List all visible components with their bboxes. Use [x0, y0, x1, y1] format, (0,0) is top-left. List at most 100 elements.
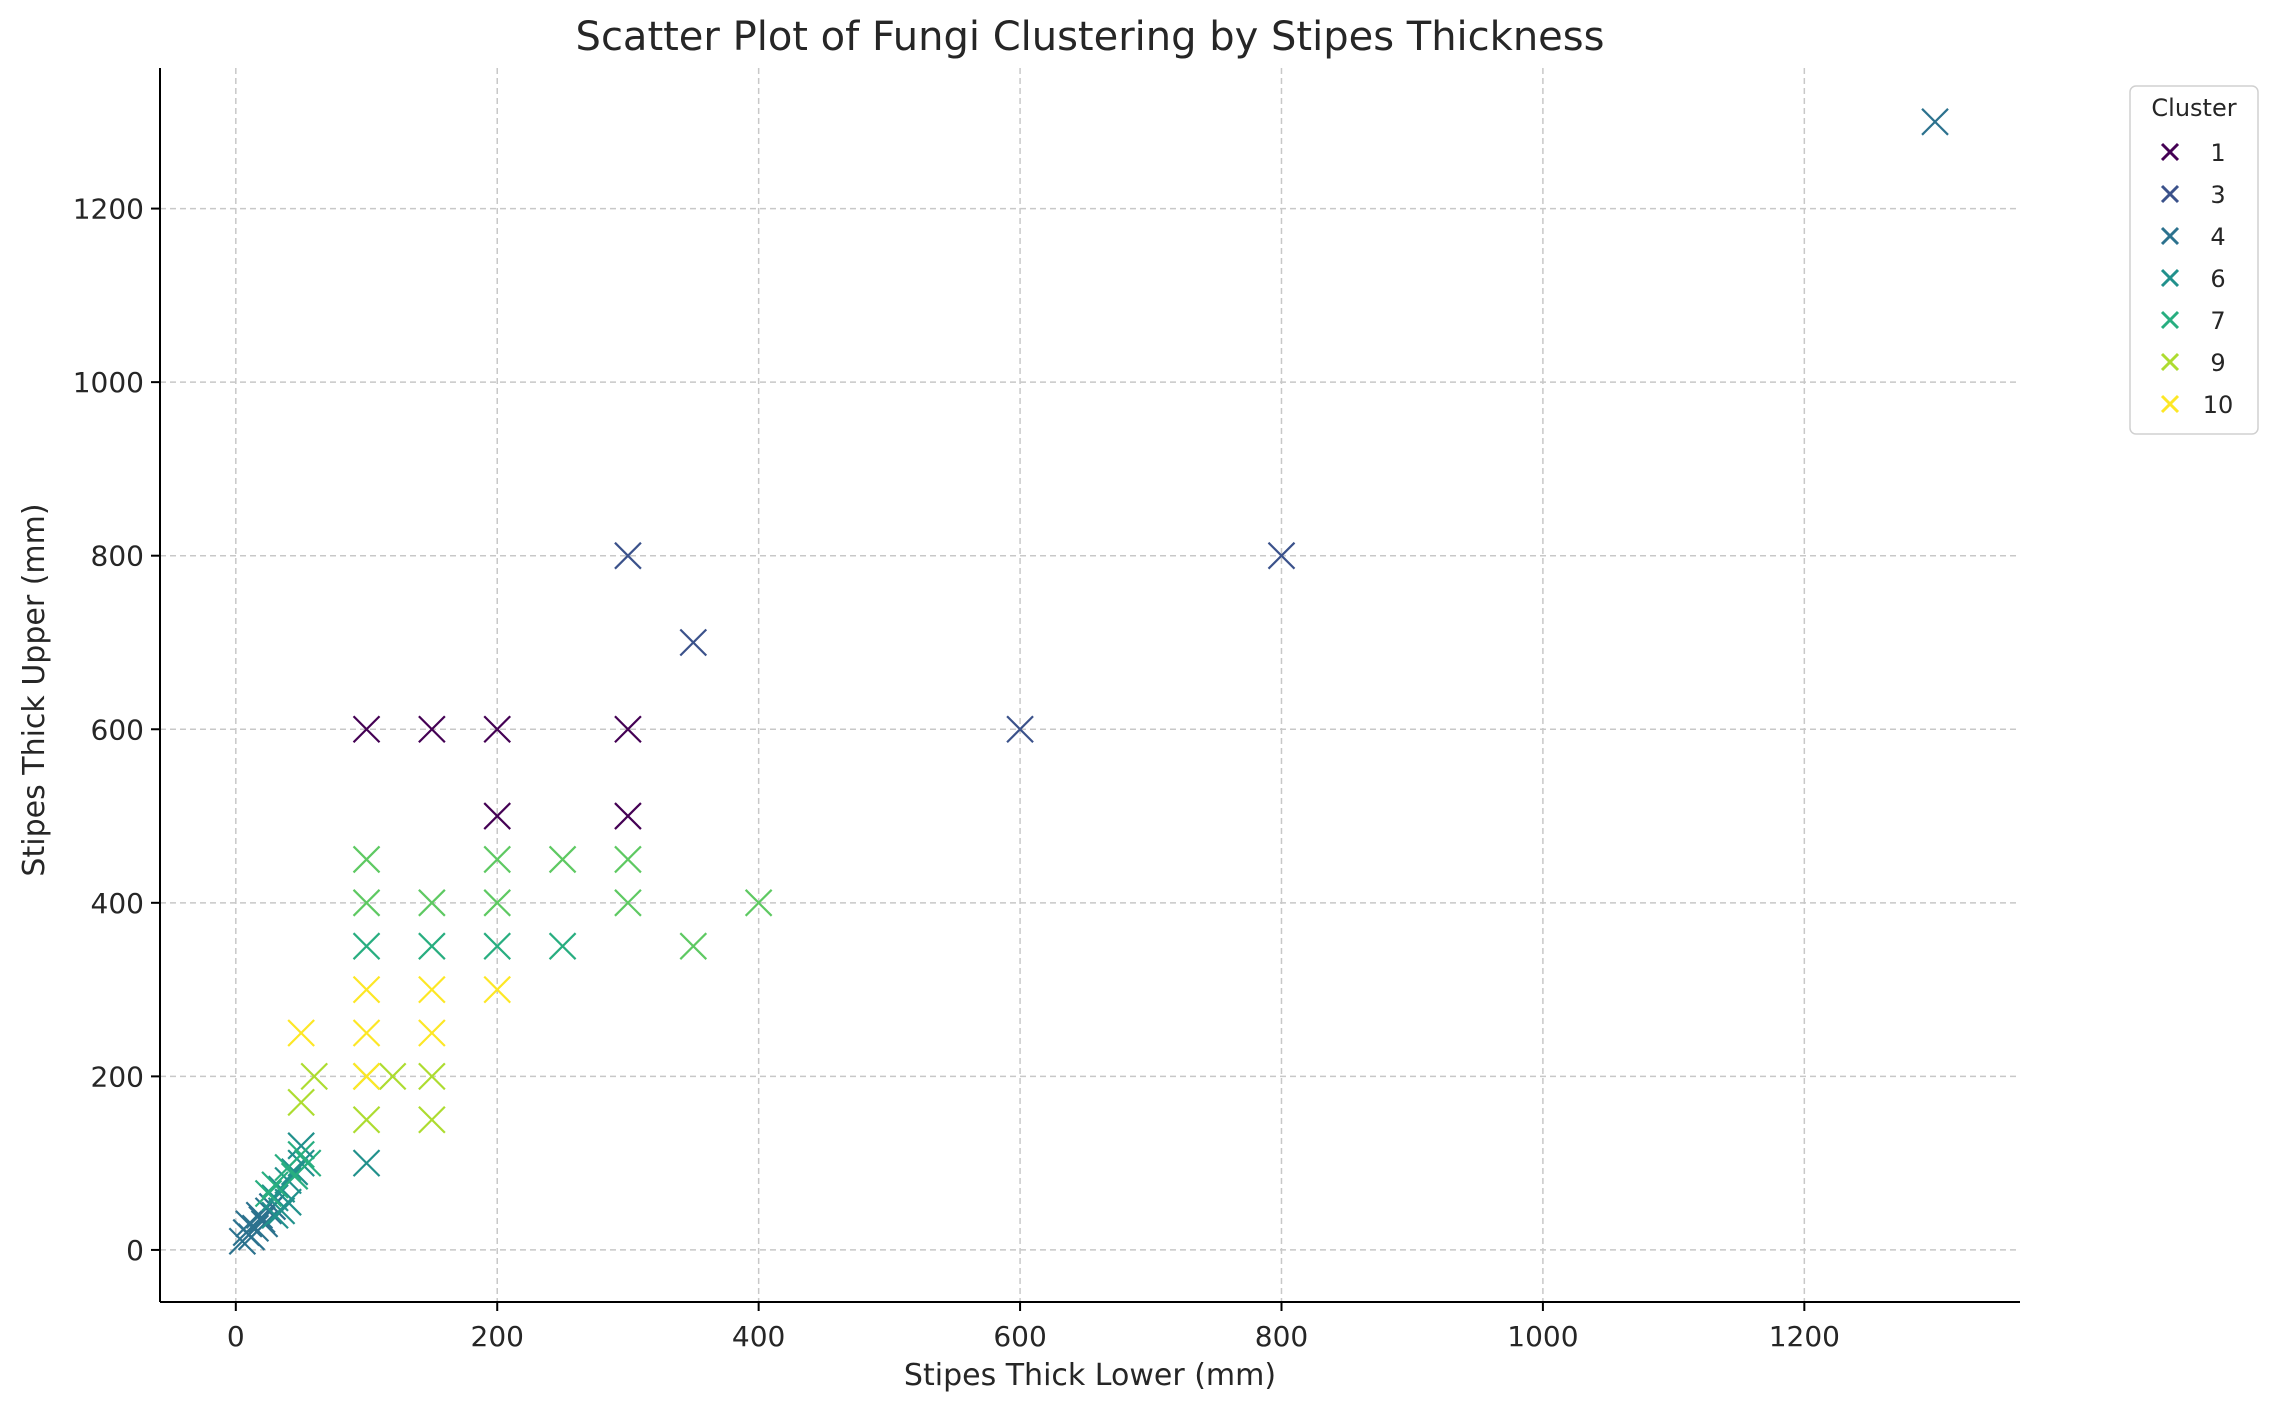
data-point: [418, 975, 446, 1004]
data-point: [352, 1062, 381, 1091]
legend-item: 7: [2160, 307, 2226, 335]
y-tick-label: 800: [91, 540, 144, 573]
legend-marker: [2160, 268, 2180, 288]
data-point: [352, 1019, 381, 1047]
data-point: [614, 802, 642, 830]
legend-marker: [2160, 310, 2180, 330]
legend-label: 9: [2210, 349, 2225, 377]
y-tick-label: 0: [126, 1234, 144, 1267]
legend-marker: [2160, 352, 2180, 372]
data-point: [483, 802, 512, 830]
series-cluster-7: [254, 932, 577, 1208]
data-point: [352, 975, 381, 1004]
data-point: [287, 1140, 315, 1169]
legend-marker: [2160, 394, 2180, 414]
y-tick-label: 200: [91, 1060, 144, 1093]
legend-item: 9: [2160, 349, 2226, 377]
x-tick-label: 200: [471, 1320, 524, 1353]
axes: 0 200 400 600 800 1000 1200 0 200 400 600 800 1000 12…: [73, 68, 2020, 1353]
legend-label: 1: [2210, 139, 2225, 167]
legend-item: 4: [2160, 223, 2226, 251]
data-point: [614, 845, 642, 874]
data-point: [614, 889, 642, 917]
y-tick-label: 1200: [73, 193, 144, 226]
data-point: [352, 845, 381, 874]
data-point: [483, 932, 512, 960]
data-point: [378, 1062, 407, 1091]
legend-box: [2129, 85, 2259, 435]
data-point: [352, 889, 381, 917]
grid-lines: [160, 68, 2020, 1302]
x-tick-label: 1000: [1507, 1320, 1578, 1353]
legend-label: 4: [2210, 223, 2225, 251]
legend: Cluster 1 3 4 6 7 9 10: [2129, 85, 2259, 435]
data-point: [287, 1019, 315, 1047]
series-cluster-10: [287, 975, 512, 1091]
y-tick-label: 400: [91, 887, 144, 920]
data-point: [418, 1019, 446, 1047]
x-tick-label: 600: [993, 1320, 1046, 1353]
legend-item: 1: [2160, 139, 2226, 167]
legend-title: Cluster: [2151, 94, 2236, 122]
chart-title: Scatter Plot of Fungi Clustering by Stip…: [576, 14, 1605, 60]
data-point: [418, 932, 446, 960]
data-point: [254, 1179, 283, 1208]
data-point: [483, 845, 512, 874]
legend-label: 6: [2210, 265, 2225, 293]
data-point: [287, 1132, 315, 1160]
series-cluster-4: [228, 108, 1949, 1256]
legend-label: 7: [2210, 307, 2225, 335]
legend-item: 6: [2160, 265, 2226, 293]
legend-item: 10: [2160, 391, 2234, 419]
y-tick-label: 1000: [73, 366, 144, 399]
x-tick-label: 400: [732, 1320, 785, 1353]
x-tick-label: 800: [1255, 1320, 1308, 1353]
data-point: [483, 889, 512, 917]
series-cluster-9: [287, 1062, 446, 1134]
data-point: [679, 628, 708, 657]
data-point: [418, 1105, 446, 1134]
data-point: [245, 1201, 274, 1229]
legend-item: 3: [2160, 181, 2226, 209]
data-point: [267, 1197, 296, 1225]
data-point: [614, 715, 642, 744]
data-point: [483, 715, 512, 744]
series-cluster-1: [352, 715, 642, 830]
data-point: [418, 889, 446, 917]
data-point: [280, 1158, 309, 1186]
series-cluster-3: [614, 541, 1296, 744]
data-point: [744, 889, 773, 917]
data-point: [548, 845, 577, 874]
series-cluster-9-upper: [352, 845, 773, 960]
legend-marker: [2160, 184, 2180, 204]
data-point: [679, 932, 708, 960]
x-tick-label: 1200: [1769, 1320, 1840, 1353]
legend-label: 3: [2210, 181, 2225, 209]
x-tick-label: 0: [227, 1320, 245, 1353]
data-point: [261, 1201, 289, 1229]
data-point: [287, 1088, 315, 1117]
data-point: [1267, 541, 1296, 570]
data-point: [293, 1149, 322, 1177]
y-tick-label: 600: [91, 713, 144, 746]
data-points: [228, 108, 1949, 1256]
data-point: [1921, 108, 1949, 136]
data-point: [1006, 715, 1034, 744]
data-point: [548, 932, 577, 960]
y-axis-label: Stipes Thick Upper (mm): [17, 503, 52, 876]
data-point: [418, 715, 446, 744]
data-point: [352, 1149, 381, 1177]
legend-marker: [2160, 142, 2180, 162]
data-point: [352, 715, 381, 744]
data-point: [614, 541, 642, 570]
data-point: [261, 1171, 289, 1199]
data-point: [352, 1105, 381, 1134]
data-point: [418, 1062, 446, 1091]
data-point: [352, 932, 381, 960]
x-axis-label: Stipes Thick Lower (mm): [904, 1358, 1276, 1393]
data-point: [483, 975, 512, 1004]
legend-marker: [2160, 226, 2180, 246]
data-point: [300, 1062, 329, 1091]
legend-label: 10: [2203, 391, 2234, 419]
